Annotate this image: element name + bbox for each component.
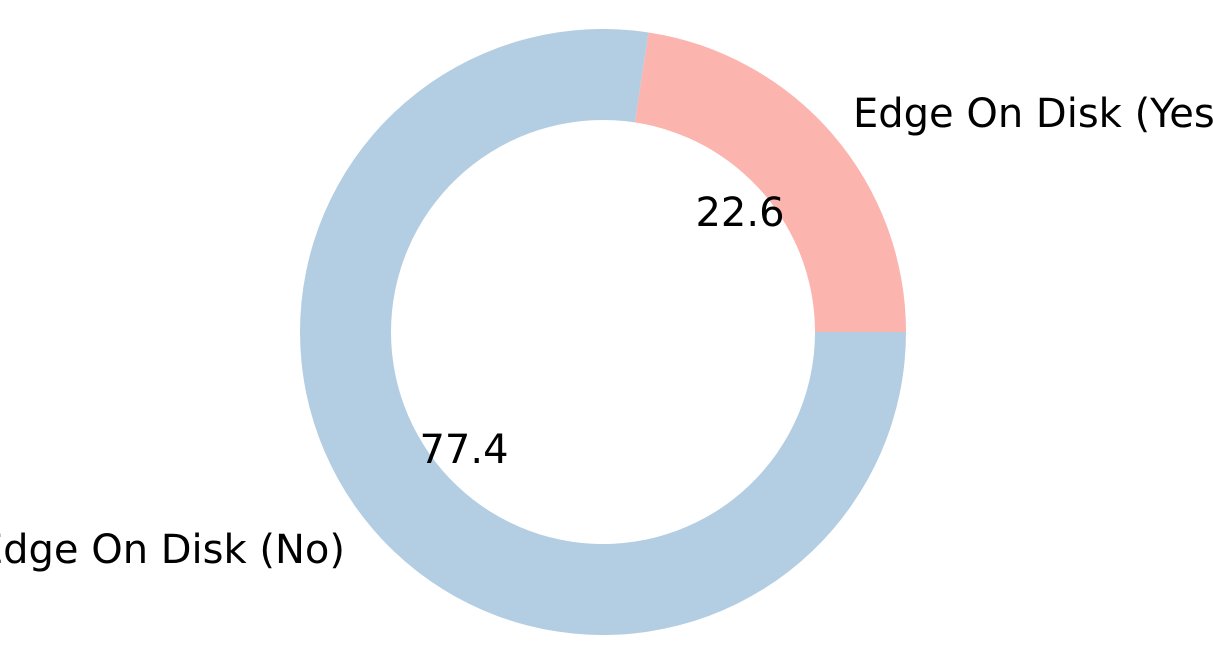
donut-slice-no [300,29,907,636]
slice-label-yes: Edge On Disk (Yes) [853,91,1213,137]
donut-slice-yes [634,32,906,332]
value-label-no: 77.4 [419,427,508,473]
donut-slices [300,29,907,636]
value-label-yes: 22.6 [695,190,784,236]
slice-label-no: Edge On Disk (No) [0,527,345,573]
